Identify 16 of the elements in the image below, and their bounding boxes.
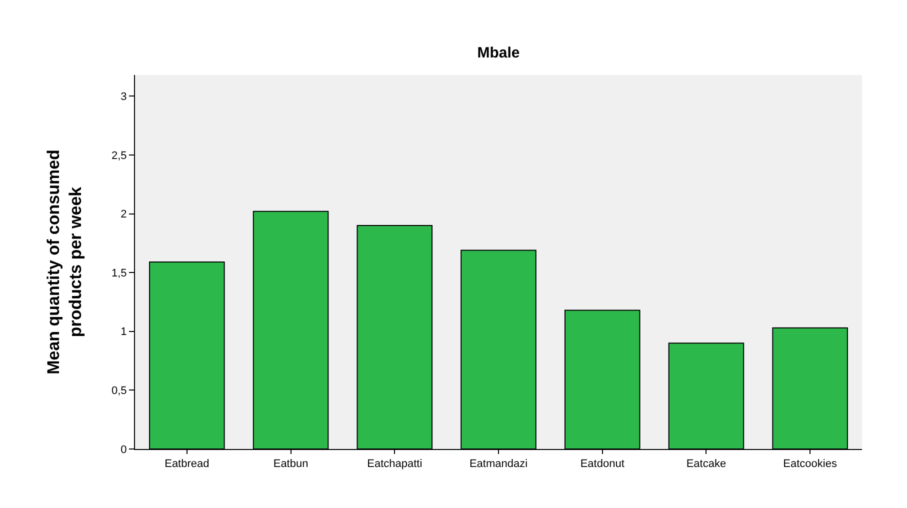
x-tick-label: Eatmandazi	[469, 458, 528, 470]
x-tick-label: Eatchapatti	[367, 458, 422, 470]
x-tick-label: Eatbun	[273, 458, 308, 470]
y-tick-label: 0	[120, 444, 127, 456]
x-tick-label: Eatcookies	[783, 458, 838, 470]
chart-title: Mbale	[477, 44, 520, 62]
x-tick-label: Eatbread	[164, 458, 210, 470]
y-tick-label: 3	[120, 91, 127, 104]
y-tick-label: 1,5	[112, 267, 127, 280]
y-tick-label: 1	[120, 326, 127, 338]
y-tick-label: 0,5	[112, 385, 127, 398]
x-tick-label: Eatdonut	[580, 458, 624, 470]
y-tick-label: 2	[120, 208, 127, 221]
x-tick-label: Eatcake	[686, 458, 726, 470]
y-tick-label: 2,5	[112, 150, 127, 162]
y-axis-title: Mean quantity of consumed products per week	[44, 150, 86, 374]
